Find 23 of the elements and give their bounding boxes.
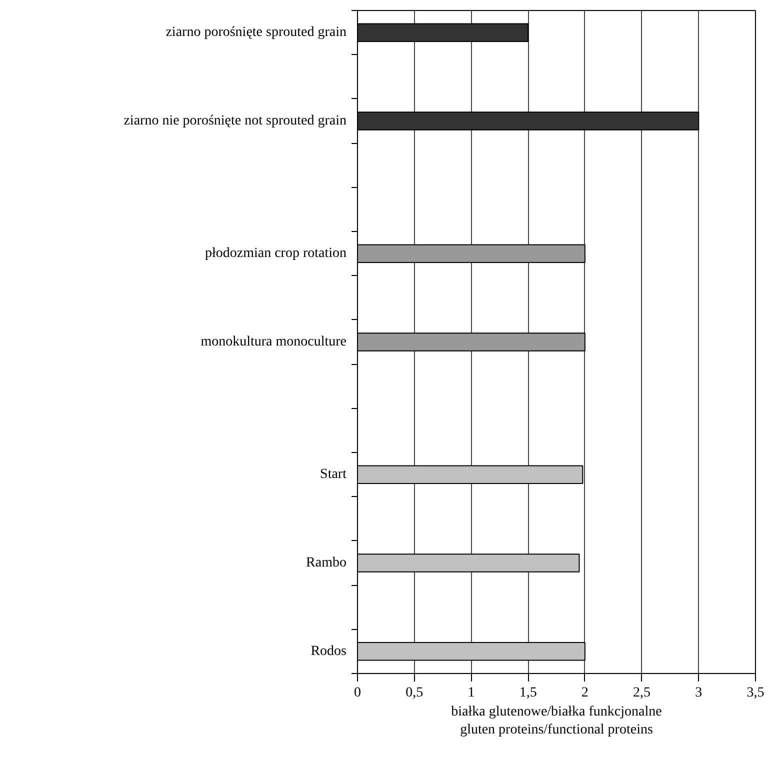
x-tick-label: 0 <box>354 686 361 700</box>
bar <box>358 642 586 661</box>
y-tick-label: Rodos <box>310 644 347 659</box>
bar <box>358 554 580 572</box>
y-tick-label: płodozmian crop rotation <box>204 246 347 262</box>
x-tick-label: 3,5 <box>746 686 764 700</box>
x-tick-label: 1,5 <box>519 686 537 700</box>
bar <box>358 465 584 484</box>
bar <box>358 112 700 130</box>
y-tick-label: monokultura monoculture <box>200 334 347 350</box>
bar <box>358 332 586 352</box>
y-tick-label: ziarno porośnięte sprouted grain <box>166 25 347 40</box>
y-tick-label: Start <box>320 467 347 482</box>
x-tick-label: 1 <box>468 686 475 700</box>
x-tick-label: 0,5 <box>406 686 424 700</box>
y-tick-label: ziarno nie porośnięte not sprouted grain <box>124 114 347 128</box>
bar <box>358 23 529 42</box>
x-axis-title: białka glutenowe/białka funkcjonalne gluten proteins/functional proteins <box>451 704 662 738</box>
y-tick-label: Rambo <box>306 556 347 570</box>
x-tick-label: 2,5 <box>633 686 651 700</box>
x-tick-label: 2 <box>581 686 588 700</box>
bar <box>358 244 586 263</box>
x-tick-label: 3 <box>695 686 702 700</box>
